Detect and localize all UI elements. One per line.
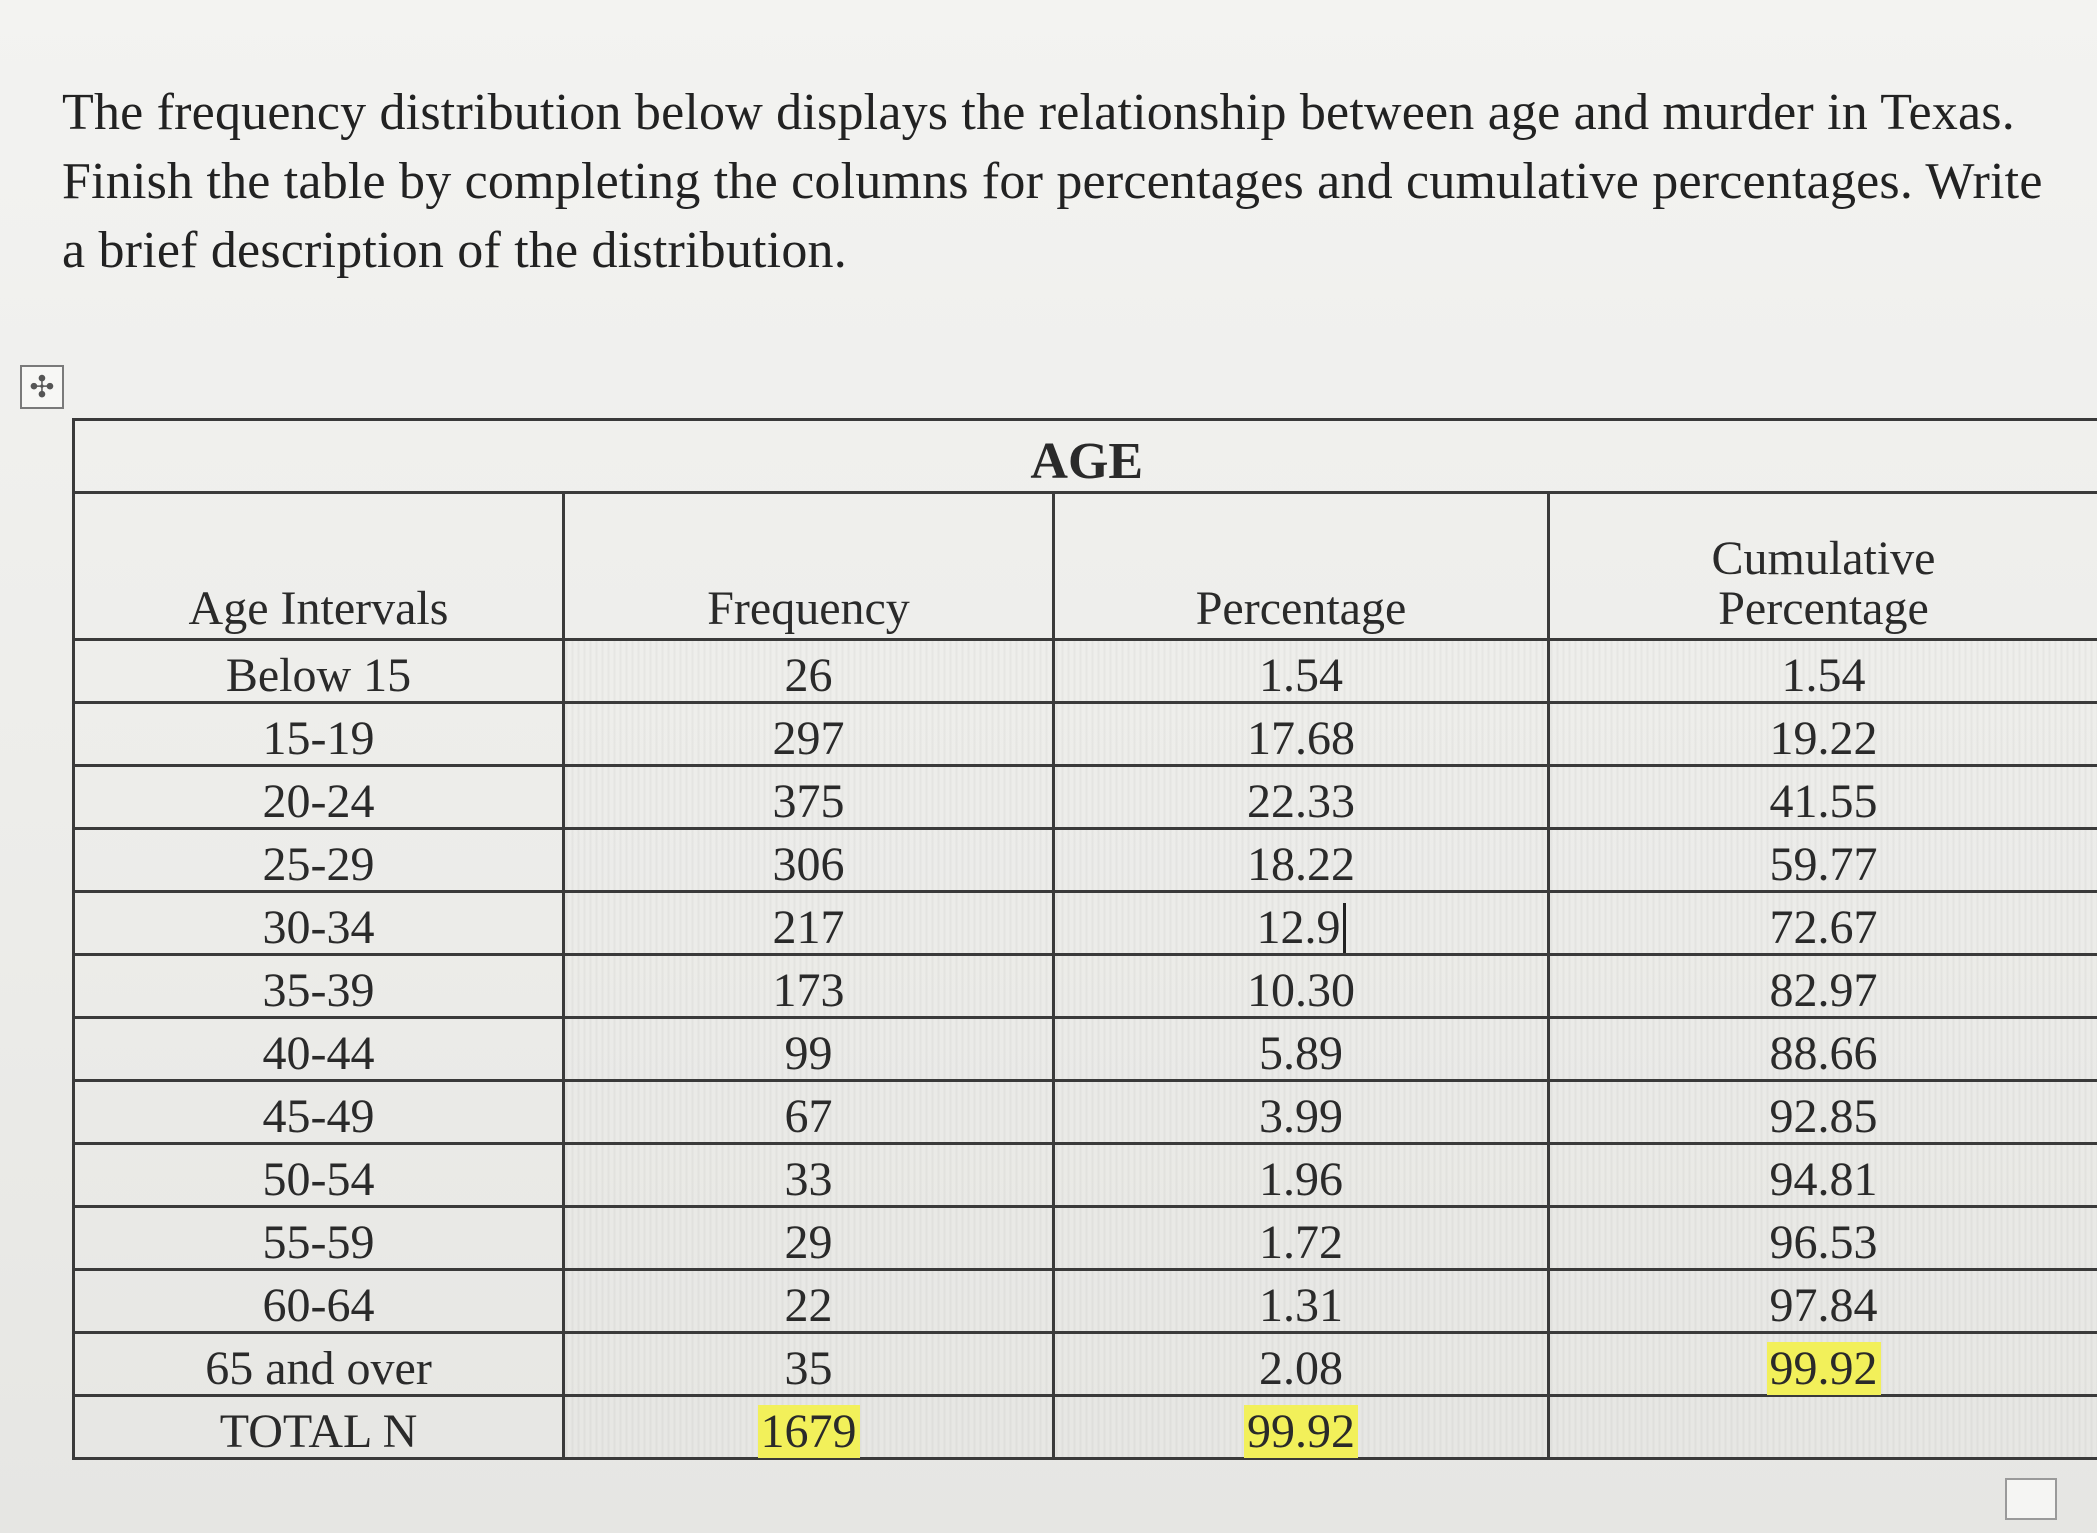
cumulative-cell[interactable]: 1.54 <box>1547 638 2097 704</box>
frequency-cell[interactable]: 26 <box>562 638 1055 704</box>
cumulative-cell[interactable]: 92.85 <box>1547 1079 2097 1145</box>
table-move-handle-icon[interactable]: ✣ <box>20 365 64 409</box>
total-frequency-cell[interactable]: 1679 <box>562 1394 1055 1460</box>
percentage-cell[interactable]: 1.54 <box>1052 638 1550 704</box>
header-cumulative-percentage: Cumulative Percentage <box>1547 491 2097 641</box>
table-title: AGE <box>72 418 2097 494</box>
percentage-cell[interactable]: 3.99 <box>1052 1079 1550 1145</box>
cumulative-cell[interactable]: 99.92 <box>1547 1331 2097 1397</box>
frequency-cell[interactable]: 297 <box>562 701 1055 767</box>
interval-cell[interactable]: 35-39 <box>72 953 565 1019</box>
interval-cell[interactable]: 15-19 <box>72 701 565 767</box>
header-cumulative-line2: Percentage <box>1718 582 1929 635</box>
frequency-table: AGE Age Intervals Frequency Percentage C… <box>72 418 2097 1460</box>
interval-cell[interactable]: 40-44 <box>72 1016 565 1082</box>
interval-cell[interactable]: 45-49 <box>72 1079 565 1145</box>
frequency-cell[interactable]: 29 <box>562 1205 1055 1271</box>
cumulative-cell[interactable]: 72.67 <box>1547 890 2097 956</box>
percentage-cell[interactable]: 1.96 <box>1052 1142 1550 1208</box>
interval-cell[interactable]: 20-24 <box>72 764 565 830</box>
table-row: Below 15 26 1.54 1.54 <box>72 638 2097 704</box>
percentage-cell[interactable]: 17.68 <box>1052 701 1550 767</box>
total-frequency-highlighted-value: 1679 <box>757 1405 860 1458</box>
total-percentage-cell[interactable]: 99.92 <box>1052 1394 1550 1460</box>
frequency-cell[interactable]: 22 <box>562 1268 1055 1334</box>
table-row: 40-44 99 5.89 88.66 <box>72 1016 2097 1082</box>
table-row: 55-59 29 1.72 96.53 <box>72 1205 2097 1271</box>
age-frequency-table: AGE Age Intervals Frequency Percentage C… <box>72 418 2097 1460</box>
cumulative-cell[interactable]: 41.55 <box>1547 764 2097 830</box>
cumulative-cell[interactable]: 94.81 <box>1547 1142 2097 1208</box>
cumulative-cell[interactable]: 82.97 <box>1547 953 2097 1019</box>
percentage-editing-value[interactable]: 12.9 <box>1257 903 1346 953</box>
table-row: 50-54 33 1.96 94.81 <box>72 1142 2097 1208</box>
interval-cell[interactable]: 65 and over <box>72 1331 565 1397</box>
interval-cell[interactable]: 55-59 <box>72 1205 565 1271</box>
total-percentage-highlighted-value: 99.92 <box>1244 1405 1358 1458</box>
cumulative-cell[interactable]: 97.84 <box>1547 1268 2097 1334</box>
percentage-cell[interactable]: 5.89 <box>1052 1016 1550 1082</box>
percentage-cell[interactable]: 12.9 <box>1052 890 1550 956</box>
table-row: 20-24 375 22.33 41.55 <box>72 764 2097 830</box>
table-row: 45-49 67 3.99 92.85 <box>72 1079 2097 1145</box>
cumulative-cell[interactable]: 88.66 <box>1547 1016 2097 1082</box>
percentage-cell[interactable]: 18.22 <box>1052 827 1550 893</box>
header-age-intervals: Age Intervals <box>72 491 565 641</box>
frequency-cell[interactable]: 35 <box>562 1331 1055 1397</box>
header-percentage: Percentage <box>1052 491 1550 641</box>
table-row: 35-39 173 10.30 82.97 <box>72 953 2097 1019</box>
frequency-cell[interactable]: 306 <box>562 827 1055 893</box>
interval-cell[interactable]: Below 15 <box>72 638 565 704</box>
frequency-cell[interactable]: 33 <box>562 1142 1055 1208</box>
percentage-cell[interactable]: 10.30 <box>1052 953 1550 1019</box>
table-resize-handle[interactable] <box>2005 1478 2057 1520</box>
percentage-cell[interactable]: 1.31 <box>1052 1268 1550 1334</box>
percentage-cell[interactable]: 22.33 <box>1052 764 1550 830</box>
interval-cell[interactable]: 25-29 <box>72 827 565 893</box>
cumulative-cell[interactable]: 19.22 <box>1547 701 2097 767</box>
question-text: The frequency distribution below display… <box>62 84 2043 279</box>
percentage-cell[interactable]: 1.72 <box>1052 1205 1550 1271</box>
cumulative-highlighted-value: 99.92 <box>1766 1342 1881 1395</box>
header-frequency: Frequency <box>562 491 1055 641</box>
table-row: 60-64 22 1.31 97.84 <box>72 1268 2097 1334</box>
percentage-cell[interactable]: 2.08 <box>1052 1331 1550 1397</box>
table-row: 25-29 306 18.22 59.77 <box>72 827 2097 893</box>
interval-cell[interactable]: 30-34 <box>72 890 565 956</box>
frequency-cell[interactable]: 173 <box>562 953 1055 1019</box>
total-cumulative-cell[interactable] <box>1547 1394 2097 1460</box>
frequency-cell[interactable]: 67 <box>562 1079 1055 1145</box>
frequency-cell[interactable]: 99 <box>562 1016 1055 1082</box>
frequency-cell[interactable]: 217 <box>562 890 1055 956</box>
interval-cell[interactable]: 60-64 <box>72 1268 565 1334</box>
table-row: 65 and over 35 2.08 99.92 <box>72 1331 2097 1397</box>
header-cumulative-line1: Cumulative <box>1711 532 1936 585</box>
frequency-cell[interactable]: 375 <box>562 764 1055 830</box>
cumulative-cell[interactable]: 59.77 <box>1547 827 2097 893</box>
cumulative-cell[interactable]: 96.53 <box>1547 1205 2097 1271</box>
table-row: 30-34 217 12.9 72.67 <box>72 890 2097 956</box>
total-label-cell[interactable]: TOTAL N <box>72 1394 565 1460</box>
interval-cell[interactable]: 50-54 <box>72 1142 565 1208</box>
table-row: 15-19 297 17.68 19.22 <box>72 701 2097 767</box>
table-row-total: TOTAL N 1679 99.92 <box>72 1394 2097 1460</box>
